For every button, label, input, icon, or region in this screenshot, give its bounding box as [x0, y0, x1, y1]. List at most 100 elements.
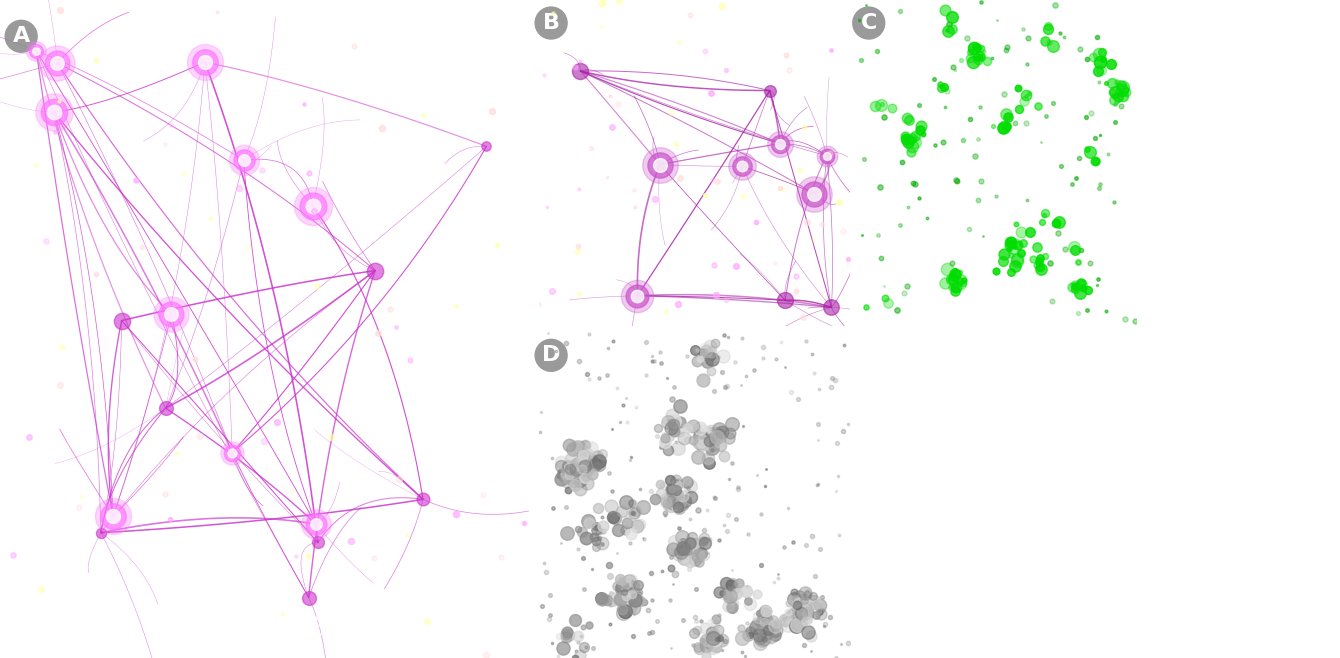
Point [560, 454, 582, 465]
Point [551, 474, 572, 484]
Point [655, 494, 677, 505]
Point [689, 557, 710, 567]
Point [159, 120, 181, 130]
Point [619, 600, 641, 611]
Point [1095, 305, 1116, 316]
Point [705, 493, 726, 503]
Point [565, 442, 587, 452]
Point [796, 217, 817, 228]
Point [809, 600, 831, 611]
Point [190, 431, 212, 442]
Point [695, 438, 717, 449]
Point [878, 297, 899, 308]
Point [820, 45, 842, 55]
Point [385, 322, 406, 332]
Point [658, 417, 679, 427]
Point [996, 121, 1017, 132]
Point [701, 351, 722, 361]
Point [959, 114, 981, 124]
Point [789, 617, 811, 628]
Point [1107, 76, 1128, 87]
Point [796, 611, 817, 622]
Point [997, 121, 1018, 132]
Point [320, 432, 342, 442]
Point [599, 619, 620, 629]
Point [787, 600, 808, 611]
Point [559, 440, 580, 450]
Point [1012, 24, 1033, 34]
Point [623, 507, 645, 518]
Point [1104, 116, 1126, 127]
Point [783, 594, 804, 604]
Point [367, 328, 389, 338]
Point [603, 512, 624, 522]
Point [710, 441, 732, 451]
Point [379, 304, 401, 315]
Point [102, 511, 123, 522]
Point [933, 82, 954, 93]
Point [875, 293, 896, 303]
Point [131, 242, 153, 253]
Point [891, 157, 913, 167]
Point [1104, 99, 1126, 110]
Point [804, 188, 825, 199]
Point [628, 484, 650, 495]
Point [752, 634, 773, 645]
Point [307, 537, 328, 547]
Point [616, 593, 638, 603]
Point [539, 610, 560, 620]
Point [1009, 103, 1030, 114]
Point [474, 649, 496, 658]
Point [619, 455, 641, 465]
Point [937, 264, 958, 274]
Point [602, 486, 623, 496]
Point [233, 155, 255, 165]
Point [827, 471, 848, 482]
Point [724, 357, 745, 367]
Point [293, 99, 315, 109]
Point [563, 465, 584, 476]
Point [769, 138, 791, 149]
Point [797, 627, 819, 638]
Point [666, 436, 687, 447]
Point [650, 488, 671, 498]
Point [615, 497, 636, 507]
Point [636, 604, 658, 615]
Point [533, 558, 555, 569]
Point [872, 111, 894, 122]
Point [702, 441, 724, 451]
Point [557, 630, 579, 641]
Point [762, 577, 784, 588]
Point [572, 553, 594, 563]
Point [634, 597, 655, 607]
Point [953, 135, 974, 145]
Point [704, 635, 725, 645]
Point [306, 519, 327, 530]
Point [896, 113, 918, 123]
Point [674, 496, 695, 507]
Point [789, 596, 811, 607]
Text: GFAP: GFAP [1076, 13, 1128, 31]
Point [586, 525, 607, 536]
Point [699, 432, 721, 442]
Point [1001, 236, 1022, 247]
Point [768, 569, 789, 579]
Point [50, 380, 71, 390]
Text: 100 μm: 100 μm [307, 623, 366, 638]
Point [753, 613, 775, 624]
Point [708, 586, 729, 597]
Point [1029, 253, 1051, 263]
Point [737, 529, 758, 540]
Point [599, 571, 620, 582]
Point [603, 336, 624, 346]
Point [704, 432, 725, 443]
Point [665, 486, 686, 497]
Point [827, 438, 848, 449]
Point [1006, 253, 1028, 264]
Point [816, 151, 838, 161]
Point [651, 565, 673, 576]
Point [1081, 51, 1103, 62]
Point [993, 89, 1014, 99]
Point [529, 298, 551, 309]
Point [890, 220, 911, 230]
